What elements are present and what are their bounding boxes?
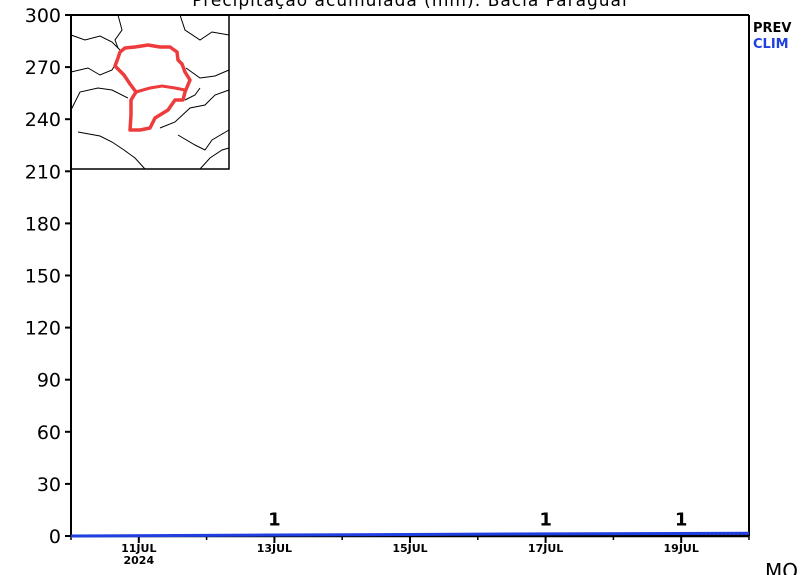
data-labels: 1 1 1 bbox=[268, 509, 687, 530]
x-tick-label: 13JUL bbox=[257, 542, 292, 555]
chart-title: Precipitação acumulada (mm): Bacia Parag… bbox=[192, 0, 627, 11]
x-tick-label: 19JUL bbox=[664, 542, 699, 555]
legend-prev: PREV bbox=[753, 21, 791, 36]
y-axis-ticks: 0 30 60 90 120 150 180 210 240 270 300 bbox=[25, 5, 71, 548]
x-tick-label: 17JUL bbox=[528, 542, 563, 555]
footer-credit: MO bbox=[765, 559, 798, 575]
y-tick-label: 300 bbox=[25, 5, 61, 27]
data-series bbox=[70, 531, 750, 538]
series-line-clim bbox=[70, 531, 750, 538]
y-tick-label: 210 bbox=[25, 161, 61, 183]
y-tick-label: 0 bbox=[49, 526, 61, 548]
data-label: 1 bbox=[539, 509, 552, 530]
y-tick-label: 270 bbox=[25, 57, 61, 79]
legend-clim: CLIM bbox=[753, 37, 789, 52]
data-label: 1 bbox=[268, 509, 281, 530]
y-tick-label: 30 bbox=[37, 474, 61, 496]
x-tick-label: 15JUL bbox=[392, 542, 427, 555]
data-label: 1 bbox=[675, 509, 688, 530]
y-tick-label: 150 bbox=[25, 266, 61, 288]
y-tick-label: 90 bbox=[37, 370, 61, 392]
y-tick-label: 120 bbox=[25, 318, 61, 340]
basin-inset-map bbox=[70, 14, 230, 170]
y-tick-label: 180 bbox=[25, 213, 61, 235]
x-tick-label: 11JUL bbox=[121, 542, 156, 555]
x-tick-sublabel: 2024 bbox=[123, 554, 154, 567]
y-tick-label: 60 bbox=[37, 422, 61, 444]
y-tick-label: 240 bbox=[25, 109, 61, 131]
